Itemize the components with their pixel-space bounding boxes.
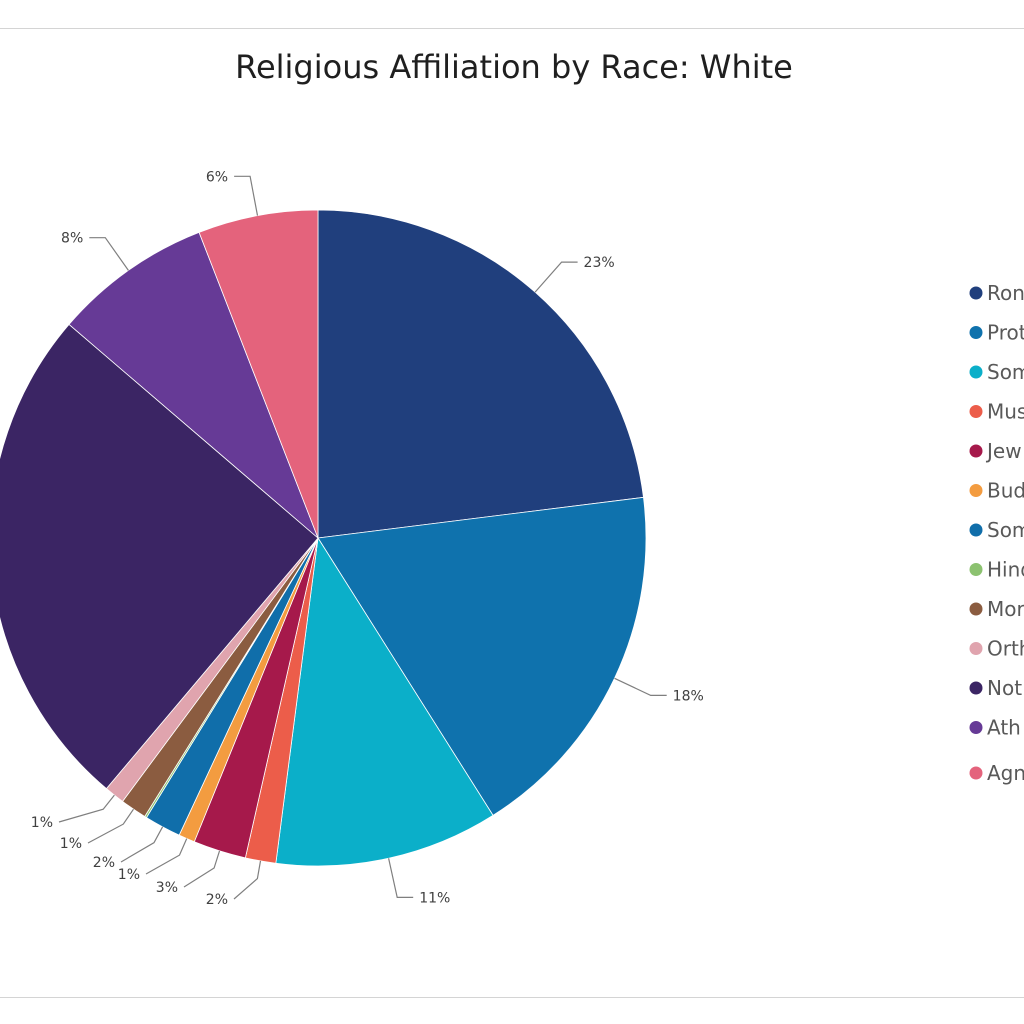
legend-marker <box>969 523 983 537</box>
legend-marker <box>969 484 983 497</box>
data-label: 2% <box>93 855 115 871</box>
legend-marker <box>969 286 983 300</box>
pie-slice <box>317 209 644 539</box>
frame-bottom-border <box>0 997 1024 998</box>
pie-slices <box>0 209 647 867</box>
pie-slice <box>317 496 647 816</box>
data-label: 6% <box>206 169 228 185</box>
pie-slice <box>0 323 319 790</box>
legend-label: Som <box>987 360 1024 384</box>
legend-label: Prot <box>987 321 1024 345</box>
legend-marker <box>969 563 983 576</box>
legend-marker <box>969 681 983 695</box>
leader-line <box>120 826 164 863</box>
legend-label: Jew <box>985 439 1022 463</box>
data-labels: 23%18%11%2%3%1%2%1%1%8%6% <box>31 169 704 908</box>
leader-line <box>183 850 221 888</box>
legend-marker <box>969 602 983 616</box>
frame-top-border <box>0 28 1024 29</box>
legend-marker <box>969 721 983 734</box>
legend-marker <box>969 405 983 418</box>
leader-line <box>58 794 115 823</box>
data-label: 23% <box>584 255 615 271</box>
data-label: 1% <box>118 867 140 883</box>
legend-label: Hind <box>987 558 1024 582</box>
legend-label: Ath <box>987 716 1021 740</box>
legend-label: Mor <box>987 597 1024 621</box>
legend-label: Ron <box>987 281 1024 305</box>
legend: Ron Prot Som Mus Jew Bud Som Hind Mor Orth Not Ath A… <box>969 281 1024 785</box>
legend-marker <box>969 444 983 458</box>
leader-line <box>87 808 134 844</box>
pie-slice <box>198 209 319 539</box>
leader-line <box>388 858 414 899</box>
legend-marker <box>969 326 983 339</box>
leader-line <box>89 237 129 271</box>
legend-label: Agn <box>987 761 1024 785</box>
data-label: 8% <box>61 231 83 247</box>
leader-line <box>234 175 259 216</box>
legend-label: Som <box>987 518 1024 542</box>
leader-line <box>534 261 578 293</box>
legend-marker <box>969 642 983 655</box>
data-label: 1% <box>31 815 53 831</box>
data-label: 2% <box>206 892 228 908</box>
data-label: 1% <box>60 836 82 852</box>
legend-label: Bud <box>987 479 1024 503</box>
legend-label: Mus <box>987 400 1024 424</box>
legend-label: Not <box>987 676 1022 700</box>
legend-label: Orth <box>987 637 1024 661</box>
legend-marker <box>969 365 983 379</box>
pie-slice <box>68 231 319 539</box>
leader-line <box>145 838 188 875</box>
data-label: 3% <box>156 880 178 896</box>
chart-title: Religious Affiliation by Race: White <box>235 48 793 86</box>
legend-marker <box>969 766 983 780</box>
leader-line <box>233 860 262 900</box>
data-label: 18% <box>673 688 704 704</box>
data-label: 11% <box>419 890 450 906</box>
leader-line <box>614 677 667 697</box>
